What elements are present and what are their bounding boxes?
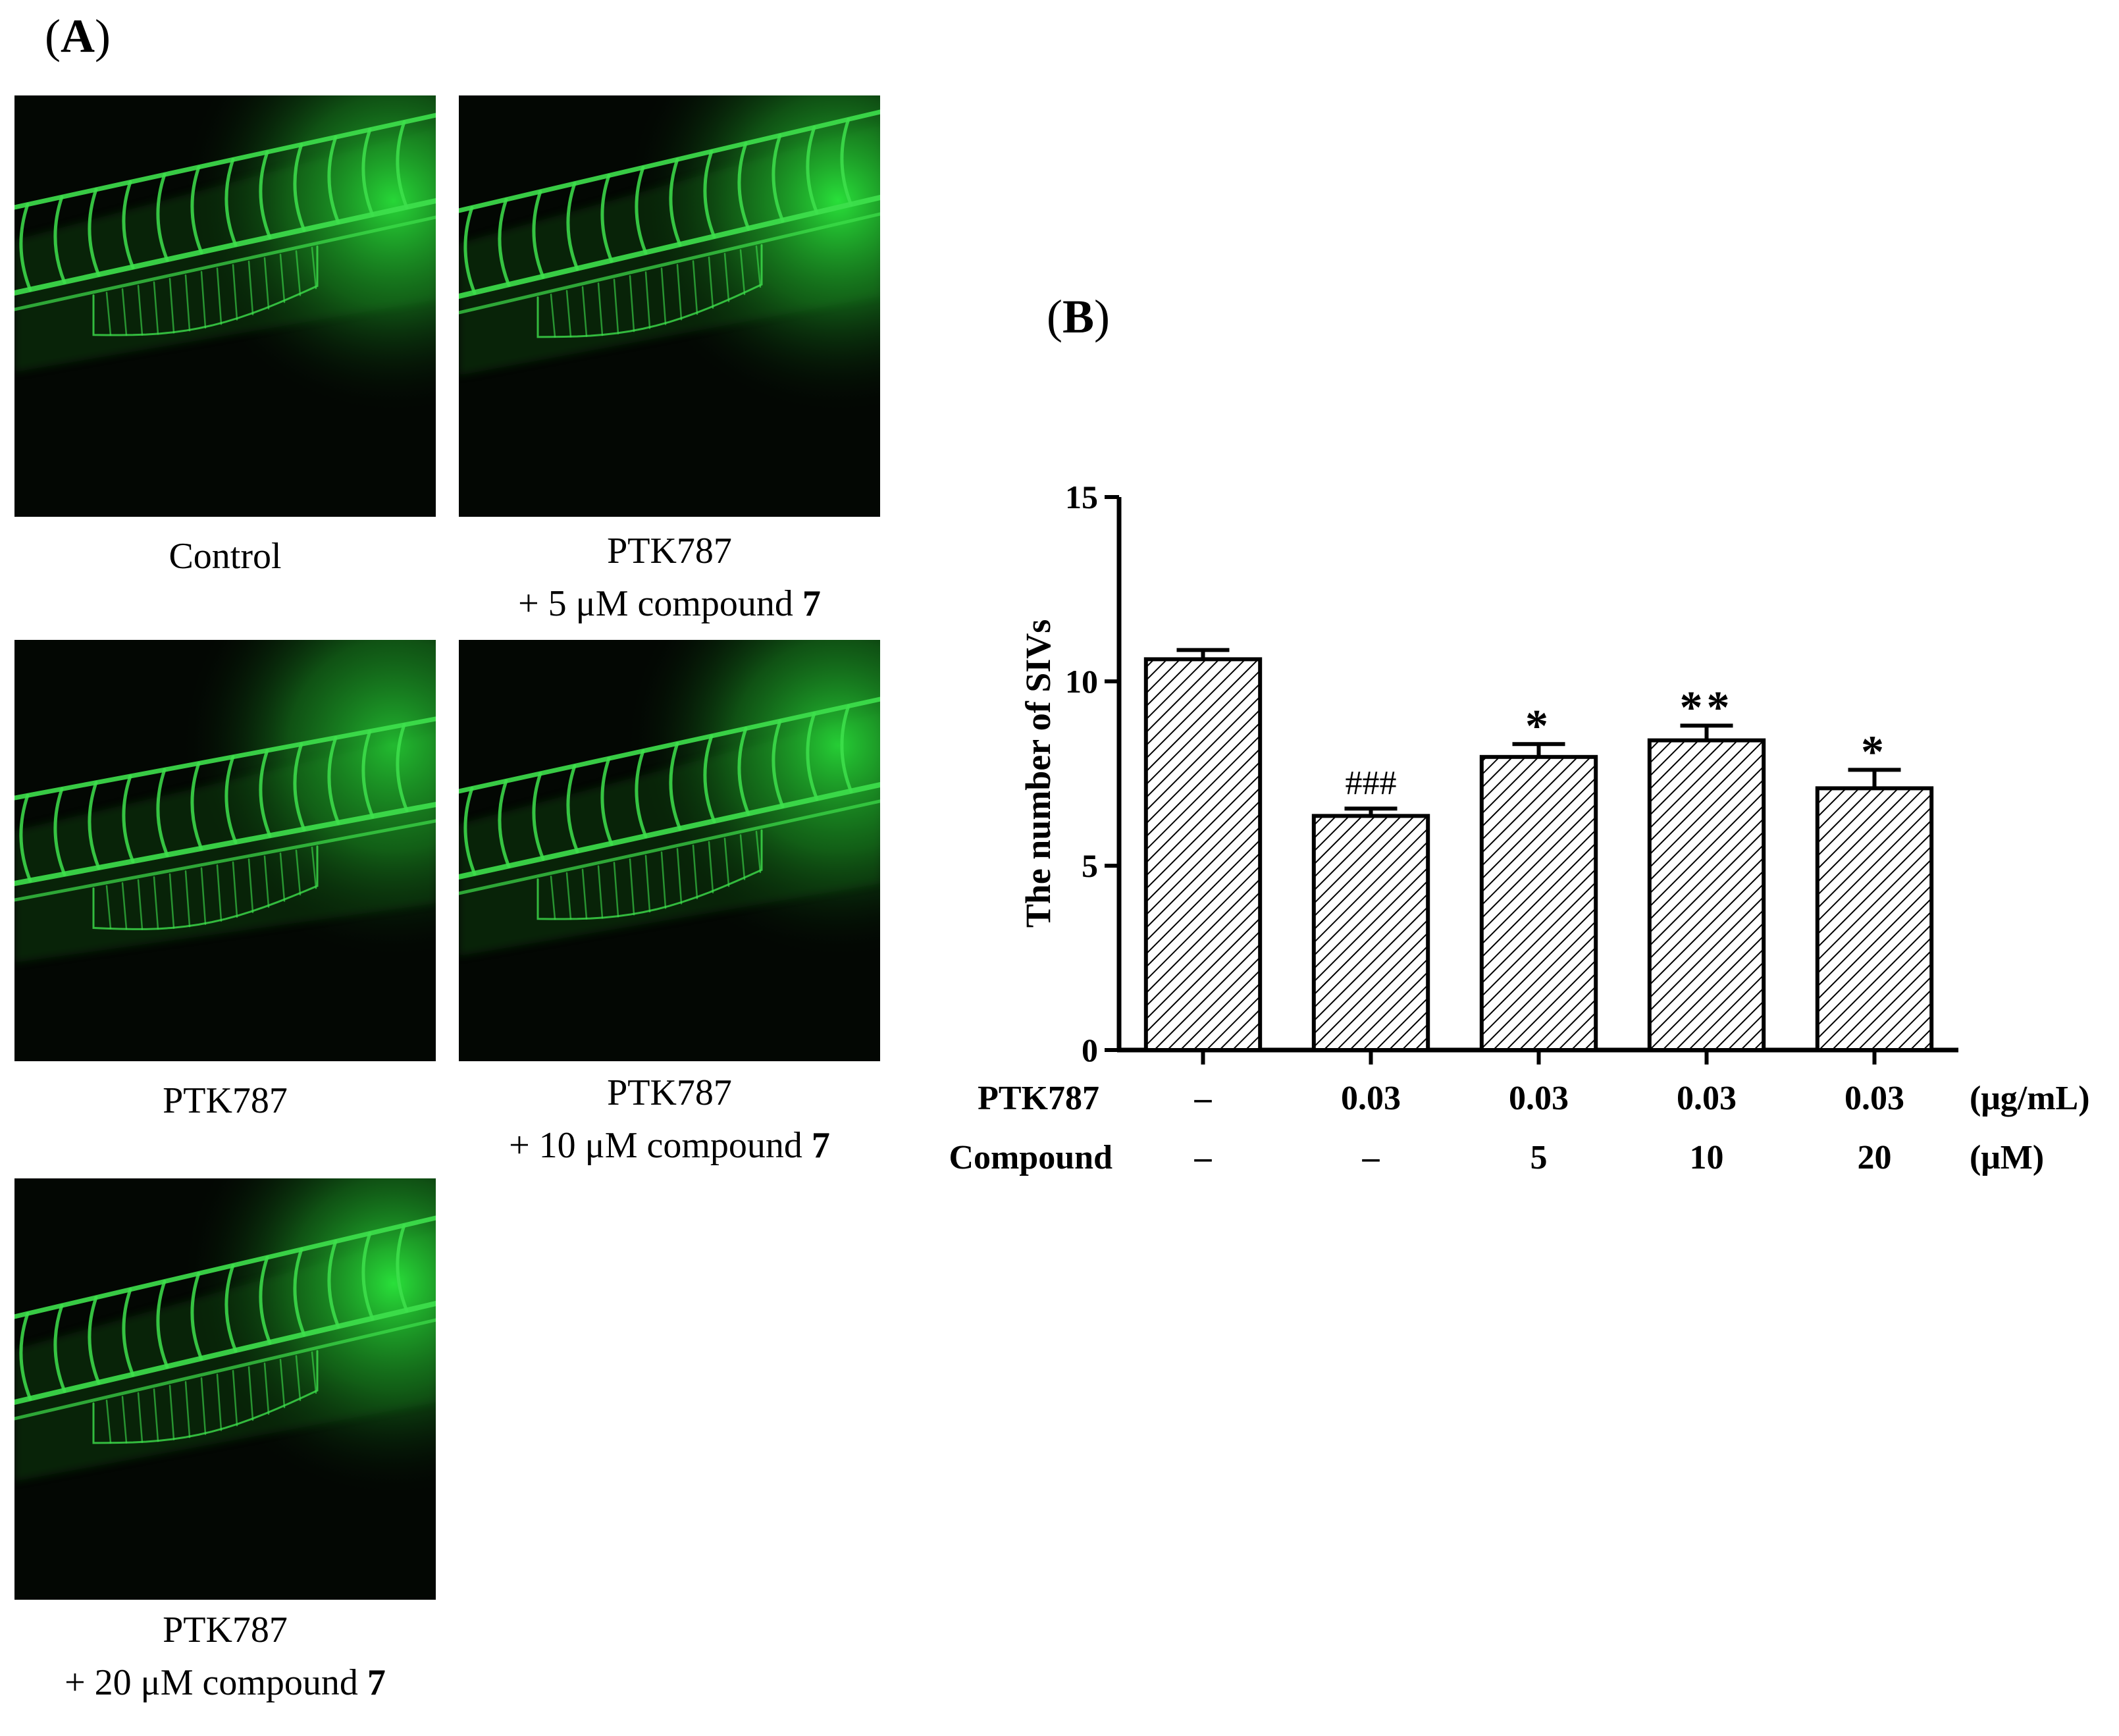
- caption-ptk787-5um: PTK787 + 5 μM compound 7: [518, 531, 821, 624]
- micrograph-ptk787: [14, 640, 436, 1061]
- bar: [1143, 657, 1263, 1052]
- caption-ptk787-10um: PTK787 + 10 μM compound 7: [509, 1072, 830, 1166]
- row-value: 0.03: [1844, 1080, 1904, 1117]
- significance-marker: *: [1861, 727, 1888, 777]
- bar: [1479, 754, 1598, 1052]
- caption-ptk787: PTK787: [163, 1080, 288, 1121]
- y-tick-label: 0: [1082, 1032, 1098, 1068]
- bar: [1647, 738, 1766, 1052]
- y-axis-label: The number of SIVs: [1018, 619, 1058, 928]
- row-label: PTK787: [978, 1080, 1099, 1117]
- row-unit: (μg/mL): [1970, 1080, 2090, 1117]
- significance-marker: **: [1680, 683, 1734, 733]
- significance-marker: *: [1525, 701, 1552, 752]
- caption-ptk787-20um: PTK787 + 20 μM compound 7: [65, 1610, 386, 1703]
- row-value: 0.03: [1677, 1080, 1737, 1117]
- row-value: 5: [1530, 1139, 1548, 1176]
- caption-control: Control: [169, 536, 282, 577]
- row-value: –: [1362, 1139, 1380, 1176]
- row-value: 0.03: [1341, 1080, 1401, 1117]
- zebrafish-fluorescence-image: [14, 1178, 436, 1600]
- bar: [1311, 814, 1430, 1053]
- y-tick-label: 15: [1065, 479, 1098, 515]
- zebrafish-fluorescence-image: [14, 95, 436, 517]
- row-value: –: [1194, 1139, 1213, 1176]
- row-value: 0.03: [1509, 1080, 1569, 1117]
- panel-a-label: (A): [45, 10, 111, 63]
- bar: [1815, 786, 1934, 1052]
- row-unit: (μM): [1970, 1139, 2044, 1176]
- row-value: 10: [1690, 1139, 1724, 1176]
- micrograph-ptk787-5um: [459, 95, 880, 517]
- zebrafish-fluorescence-image: [459, 95, 880, 517]
- micrograph-control: [14, 95, 436, 517]
- zebrafish-fluorescence-image: [459, 640, 880, 1061]
- micrograph-ptk787-10um: [459, 640, 880, 1061]
- panel-b-label: (B): [1047, 290, 1110, 343]
- y-tick-label: 5: [1082, 847, 1098, 884]
- zebrafish-fluorescence-image: [14, 640, 436, 1061]
- row-value: –: [1194, 1080, 1213, 1117]
- row-value: 20: [1858, 1139, 1892, 1176]
- row-label: Compound: [949, 1139, 1112, 1176]
- micrograph-ptk787-20um: [14, 1178, 436, 1600]
- y-tick-label: 10: [1065, 663, 1098, 700]
- significance-marker: ###: [1346, 764, 1397, 802]
